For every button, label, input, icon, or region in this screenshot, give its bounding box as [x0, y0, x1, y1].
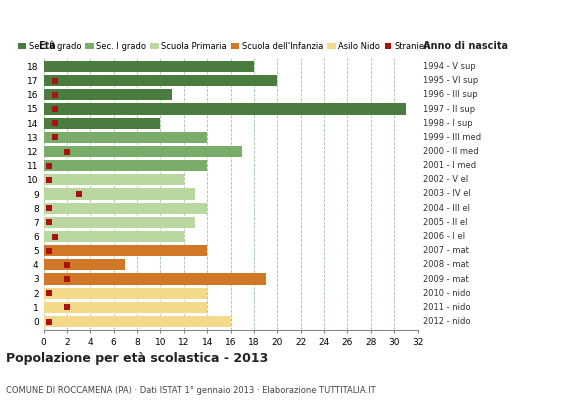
- Text: 1996 - III sup: 1996 - III sup: [423, 90, 478, 99]
- Text: 1999 - III med: 1999 - III med: [423, 133, 481, 142]
- Bar: [44, 231, 184, 242]
- Text: 2012 - nido: 2012 - nido: [423, 317, 471, 326]
- Bar: [44, 89, 172, 100]
- Bar: [44, 245, 207, 256]
- Bar: [44, 104, 406, 114]
- Bar: [44, 302, 207, 313]
- Bar: [44, 174, 184, 185]
- Text: 2007 - mat: 2007 - mat: [423, 246, 469, 255]
- Bar: [44, 274, 266, 284]
- Text: 2000 - II med: 2000 - II med: [423, 147, 479, 156]
- Text: 2008 - mat: 2008 - mat: [423, 260, 469, 269]
- Text: 1998 - I sup: 1998 - I sup: [423, 119, 473, 128]
- Bar: [44, 316, 230, 327]
- Bar: [44, 203, 207, 214]
- Legend: Sec. II grado, Sec. I grado, Scuola Primaria, Scuola dell'Infanzia, Asilo Nido, : Sec. II grado, Sec. I grado, Scuola Prim…: [18, 42, 431, 51]
- Text: Anno di nascita: Anno di nascita: [423, 41, 509, 51]
- Text: 2011 - nido: 2011 - nido: [423, 303, 471, 312]
- Text: COMUNE DI ROCCAMENA (PA) · Dati ISTAT 1° gennaio 2013 · Elaborazione TUTTITALIA.: COMUNE DI ROCCAMENA (PA) · Dati ISTAT 1°…: [6, 386, 375, 395]
- Bar: [44, 288, 207, 299]
- Bar: [44, 132, 207, 143]
- Text: 2010 - nido: 2010 - nido: [423, 289, 471, 298]
- Bar: [44, 188, 195, 200]
- Text: 1997 - II sup: 1997 - II sup: [423, 104, 476, 114]
- Bar: [44, 146, 242, 157]
- Text: 2004 - III el: 2004 - III el: [423, 204, 470, 213]
- Text: 2009 - mat: 2009 - mat: [423, 274, 469, 284]
- Bar: [44, 118, 161, 129]
- Text: 2001 - I med: 2001 - I med: [423, 161, 477, 170]
- Bar: [44, 75, 277, 86]
- Bar: [44, 259, 125, 270]
- Text: Popolazione per età scolastica - 2013: Popolazione per età scolastica - 2013: [6, 352, 268, 365]
- Text: 2006 - I el: 2006 - I el: [423, 232, 466, 241]
- Bar: [44, 160, 207, 171]
- Text: 2005 - II el: 2005 - II el: [423, 218, 468, 227]
- Text: 1994 - V sup: 1994 - V sup: [423, 62, 476, 71]
- Text: 2002 - V el: 2002 - V el: [423, 175, 469, 184]
- Text: 1995 - VI sup: 1995 - VI sup: [423, 76, 478, 85]
- Bar: [44, 61, 254, 72]
- Bar: [44, 217, 195, 228]
- Text: Età: Età: [38, 41, 56, 51]
- Text: 2003 - IV el: 2003 - IV el: [423, 190, 472, 198]
